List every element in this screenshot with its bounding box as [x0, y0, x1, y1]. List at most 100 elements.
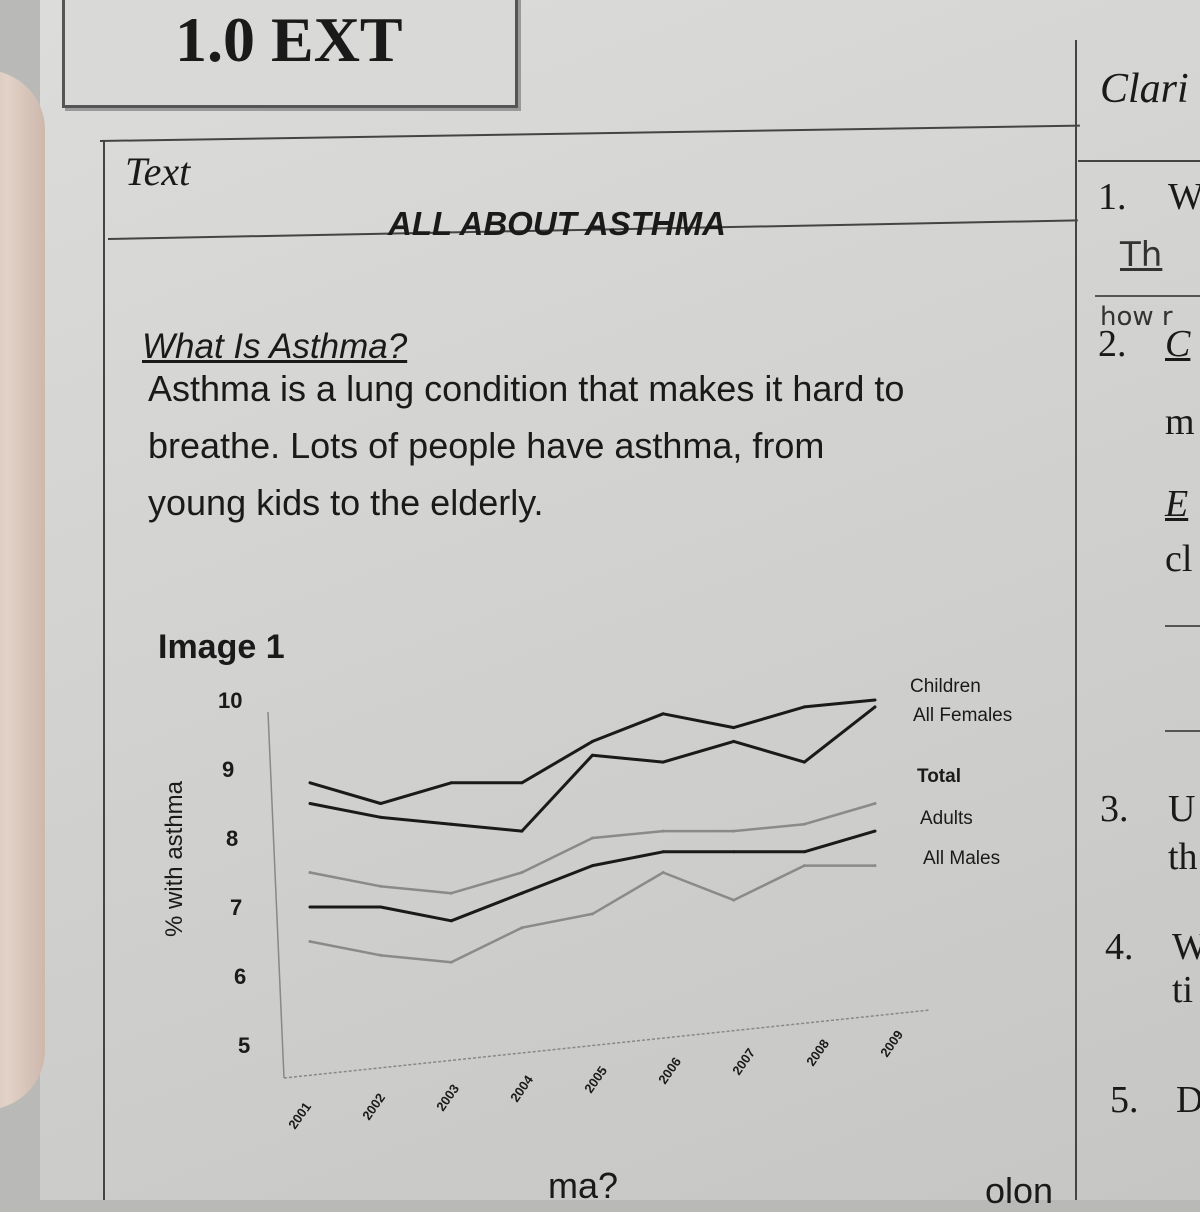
question-3-fragment: th	[1168, 836, 1198, 878]
data-point	[591, 753, 594, 757]
question-4-fragment: ti	[1172, 969, 1194, 1011]
data-point	[308, 940, 312, 943]
data-point	[308, 802, 312, 805]
data-point	[449, 960, 453, 964]
data-point	[520, 781, 524, 785]
handwritten-answer: Th	[1120, 235, 1163, 275]
data-point	[802, 760, 806, 764]
data-point	[591, 912, 594, 916]
y-tick-label: 10	[218, 688, 242, 713]
intro-paragraph: Asthma is a lung condition that makes it…	[148, 360, 1048, 531]
right-column-top-border	[1078, 160, 1200, 162]
column-divider	[1075, 40, 1077, 1200]
data-point	[802, 822, 806, 826]
question-4-text: W	[1172, 926, 1200, 968]
worksheet-title: 1.0 EXT	[175, 4, 403, 75]
question-2-fragment-2: cl	[1165, 538, 1193, 580]
x-tick-label: 2008	[803, 1036, 832, 1068]
x-tick-label: 2007	[729, 1045, 758, 1077]
data-point	[732, 829, 736, 833]
legend-children: Children	[910, 676, 981, 697]
x-tick-label: 2004	[507, 1072, 536, 1105]
question-4-number: 4.	[1105, 926, 1134, 968]
data-point	[873, 802, 877, 805]
legend-total: Total	[917, 766, 961, 787]
x-tick-label: 2006	[655, 1054, 684, 1086]
question-2-number: 2.	[1098, 323, 1127, 365]
image-caption: Image 1	[158, 628, 285, 666]
data-point	[449, 891, 453, 895]
data-point	[520, 871, 524, 874]
series-line	[310, 829, 876, 923]
data-point	[591, 739, 594, 743]
question-3-number: 3.	[1100, 788, 1129, 830]
legend-all-females: All Females	[913, 705, 1013, 726]
answer-line	[1165, 625, 1200, 627]
data-point	[661, 850, 665, 854]
y-tick-label: 6	[234, 964, 246, 989]
question-5-number: 5.	[1110, 1079, 1139, 1121]
question-2-text: C	[1165, 323, 1191, 365]
data-point	[449, 781, 453, 785]
data-point	[308, 871, 312, 874]
data-point	[520, 891, 524, 895]
data-point	[379, 884, 383, 888]
data-point	[732, 726, 736, 730]
data-point	[802, 864, 806, 868]
table-left-border	[103, 140, 105, 1200]
paragraph-line: young kids to the elderly.	[148, 482, 544, 523]
worksheet-title-box: 1.0 EXT	[62, 0, 518, 108]
data-point	[732, 850, 736, 854]
thumb	[0, 70, 45, 1110]
question-2-fragment: m	[1165, 401, 1195, 443]
data-point	[873, 829, 877, 833]
article-title: ALL ABOUT ASTHMA	[388, 205, 726, 242]
x-tick-label: 2003	[433, 1081, 462, 1113]
data-point	[661, 829, 665, 833]
question-1-text: W	[1168, 176, 1200, 218]
series-line	[309, 802, 876, 895]
worksheet-page	[40, 0, 1200, 1200]
x-tick-label: 2005	[581, 1063, 610, 1095]
section-heading: What Is Asthma?	[142, 327, 408, 366]
data-point	[873, 864, 877, 868]
data-point	[520, 829, 524, 833]
y-axis-line	[267, 711, 285, 1079]
data-point	[802, 705, 806, 709]
data-point	[379, 905, 383, 909]
question-3-text: U	[1168, 788, 1196, 830]
legend-all-males: All Males	[923, 848, 1001, 869]
data-point	[802, 850, 806, 854]
y-tick-label: 8	[226, 826, 238, 851]
data-point	[732, 739, 736, 743]
handwritten-answer-continued: how r	[1100, 302, 1173, 332]
data-point	[732, 898, 736, 902]
y-tick-label: 7	[230, 895, 242, 920]
question-5-text: D	[1176, 1079, 1200, 1121]
data-point	[520, 926, 524, 930]
answer-line	[1165, 730, 1200, 732]
data-point	[873, 698, 877, 702]
bottom-text-fragment: ma?	[548, 1165, 619, 1206]
x-tick-label: 2001	[285, 1099, 314, 1131]
data-point	[379, 802, 383, 805]
data-point	[379, 815, 383, 819]
paragraph-line: Asthma is a lung condition that makes it…	[148, 368, 905, 409]
right-column-label: Clari	[1100, 66, 1189, 112]
data-point	[308, 781, 312, 785]
paragraph-line: breathe. Lots of people have asthma, fro…	[148, 425, 825, 466]
data-point	[661, 760, 665, 764]
y-tick-label: 5	[238, 1033, 250, 1058]
data-point	[308, 905, 312, 909]
answer-line	[1095, 295, 1200, 297]
x-axis-line	[283, 1009, 931, 1079]
question-2-evidence: E	[1165, 483, 1189, 525]
bottom-text-fragment: olon	[985, 1170, 1054, 1211]
data-point	[661, 871, 665, 874]
data-point	[873, 705, 877, 709]
data-point	[591, 864, 594, 868]
data-point	[591, 836, 594, 840]
y-tick-label: 9	[222, 757, 234, 782]
x-tick-label: 2009	[877, 1027, 906, 1059]
